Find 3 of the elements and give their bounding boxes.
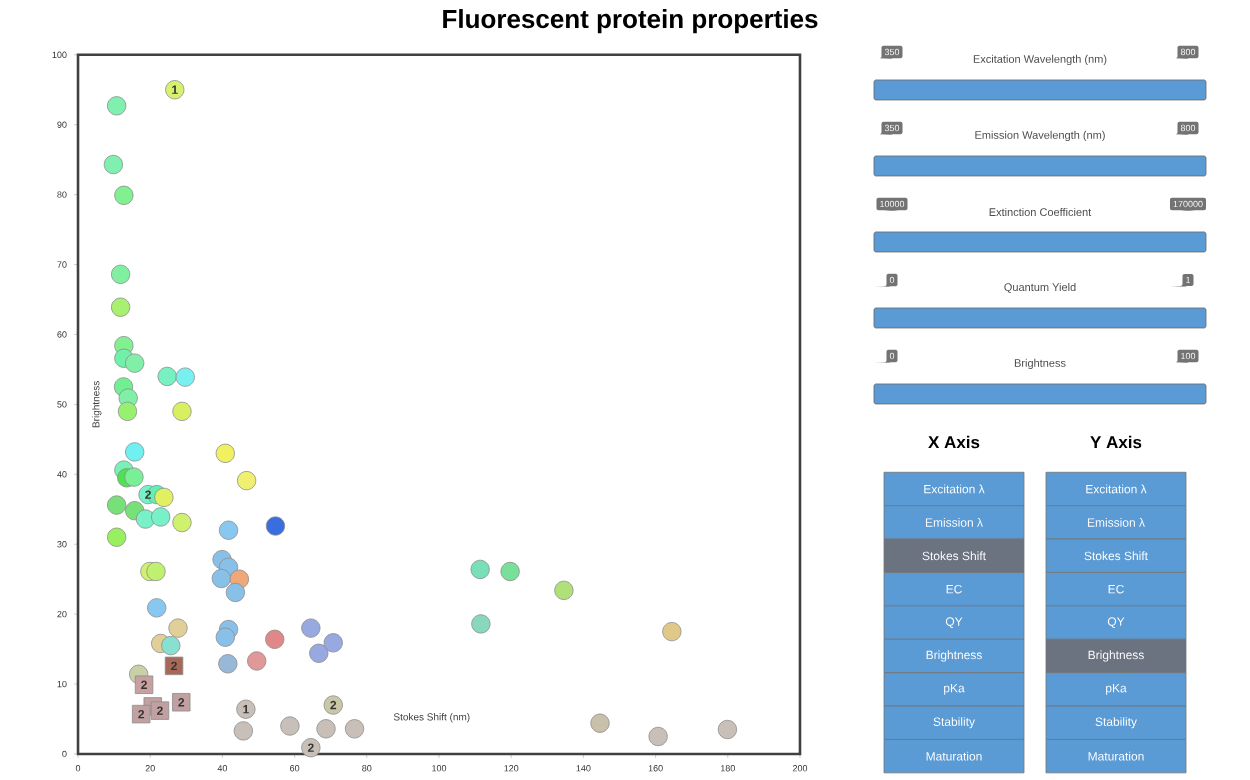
- chart-title: Fluorescent protein properties: [443, 9, 818, 34]
- text: X Axis: [928, 435, 980, 449]
- text: Y Axis: [1090, 435, 1142, 449]
